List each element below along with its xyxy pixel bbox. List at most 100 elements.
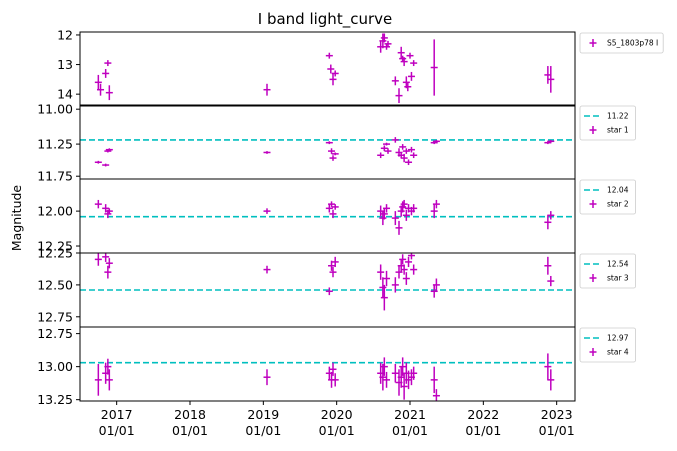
data-point [399, 254, 407, 265]
x-tick-label-date: 01/01 [392, 423, 428, 438]
x-tick-label-year: 2018 [174, 407, 206, 422]
data-point [377, 152, 385, 159]
data-point [397, 46, 405, 59]
data-point [402, 209, 410, 221]
data-point [432, 389, 440, 401]
data-points [94, 137, 555, 167]
panel-3: 12.25 12.50 12.75 12.54 star 3 [37, 246, 636, 328]
data-point [430, 204, 438, 219]
data-point [432, 139, 440, 143]
x-tick-label-year: 2023 [541, 407, 573, 422]
data-point [410, 204, 418, 213]
data-point [399, 55, 407, 62]
data-point [544, 256, 552, 275]
data-point [263, 265, 271, 274]
data-points [94, 353, 555, 401]
data-points [94, 199, 555, 235]
data-point [400, 373, 408, 400]
legend-label: 12.54 [607, 260, 629, 269]
data-point [263, 208, 271, 214]
data-point [404, 82, 412, 92]
data-point [395, 88, 403, 104]
data-point [547, 369, 555, 391]
x-tick-label-year: 2022 [467, 407, 499, 422]
y-tick-label: 13.00 [37, 359, 73, 374]
y-tick-label: 14 [57, 87, 73, 102]
data-point [547, 275, 555, 287]
data-point [410, 152, 418, 159]
data-point [329, 73, 337, 86]
legend-box [579, 253, 636, 289]
data-point [325, 287, 333, 296]
data-point [391, 211, 399, 226]
x-tick-label-date: 01/01 [465, 423, 501, 438]
data-point [94, 199, 102, 209]
data-point [547, 139, 555, 143]
data-point [544, 215, 552, 230]
legend-label: 12.97 [607, 334, 629, 343]
data-point [377, 264, 385, 280]
y-tick-label: 13 [57, 57, 73, 72]
data-point [263, 369, 271, 386]
data-point [384, 40, 392, 47]
x-tick-label-date: 01/01 [539, 423, 575, 438]
data-point [105, 85, 113, 101]
data-point [94, 160, 102, 164]
data-point [391, 364, 399, 383]
data-point [432, 199, 440, 209]
data-point [399, 357, 407, 376]
data-point [102, 69, 110, 78]
data-point [380, 357, 388, 376]
y-tick-label: 12.75 [37, 326, 73, 341]
legend-box [579, 327, 636, 363]
data-point [325, 204, 333, 213]
legend-label: 12.04 [607, 186, 629, 195]
data-point [383, 142, 391, 146]
data-point [325, 52, 333, 59]
data-point [407, 146, 415, 153]
legend: 12.54 star 3 [579, 253, 636, 289]
data-point [331, 373, 339, 387]
legend-box [579, 32, 664, 54]
data-point [379, 33, 387, 49]
legend-label: S5_1803p78 I [607, 39, 658, 48]
panel-0: 12 13 14 S5_1803p78 I [57, 27, 664, 107]
legend: 11.22 star 1 [579, 105, 636, 141]
data-point [405, 159, 413, 166]
data-point [328, 260, 336, 271]
panel-frame [79, 326, 576, 402]
data-point [400, 264, 408, 275]
panel-1: 11.00 11.25 11.22 star 1 [37, 102, 636, 180]
y-tick-label: 12.25 [37, 239, 73, 254]
data-point [430, 39, 438, 96]
data-point [383, 43, 391, 50]
y-tick-label: 12 [57, 27, 73, 42]
data-point [406, 52, 414, 59]
panel-frame [79, 31, 576, 107]
data-point [547, 66, 555, 93]
data-point [383, 204, 391, 213]
data-points [94, 253, 555, 311]
y-tick-label: 11.00 [37, 102, 73, 117]
data-point [407, 253, 415, 260]
data-point [410, 60, 418, 67]
data-point [102, 163, 110, 167]
chart-title: I band light_curve [258, 10, 392, 29]
data-point [331, 204, 339, 210]
data-point [384, 148, 392, 154]
legend: 12.97 star 4 [579, 327, 636, 363]
data-point [327, 64, 335, 74]
data-point [380, 145, 388, 152]
y-tick-label: 11.75 [37, 169, 73, 184]
y-tick-label: 12.75 [37, 309, 73, 324]
data-point [329, 209, 337, 219]
legend-label: star 1 [607, 126, 629, 135]
data-point [105, 208, 113, 214]
data-point [430, 366, 438, 394]
data-point [383, 270, 391, 287]
y-tick-label: 11.25 [37, 137, 73, 152]
data-point [400, 153, 408, 163]
data-point [400, 57, 408, 67]
data-point [104, 60, 112, 67]
data-point [331, 70, 339, 77]
